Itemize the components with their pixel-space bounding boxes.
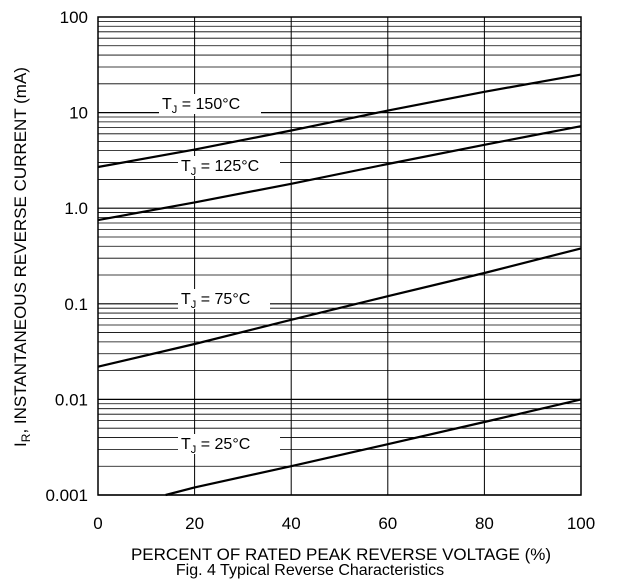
x-tick-label: 100 bbox=[567, 514, 595, 533]
series-label-text: TJ = 125°C bbox=[181, 158, 259, 178]
series-line bbox=[97, 247, 582, 368]
tick-labels: 0 20 40 60 80 100 0.001 0.01 0.1 1.0 10 100 bbox=[45, 8, 595, 533]
series-label-bg bbox=[178, 156, 280, 176]
series-line bbox=[97, 73, 582, 169]
series-lines bbox=[97, 73, 582, 497]
series-labels: TJ = 150°C TJ = 125°C TJ = 75°C TJ = 25°C bbox=[159, 94, 280, 456]
y-tick-label: 0.1 bbox=[64, 295, 88, 314]
series-label: TJ = 150°C bbox=[159, 94, 261, 116]
y-tick-label: 1.0 bbox=[64, 199, 88, 218]
series-label-bg bbox=[178, 289, 270, 309]
series-label-text: TJ = 75°C bbox=[181, 291, 250, 311]
y-axis-label-sub: R bbox=[19, 433, 33, 442]
grid bbox=[97, 16, 582, 496]
series-line bbox=[97, 125, 582, 222]
x-tick-label: 80 bbox=[475, 514, 494, 533]
series-label-bg bbox=[159, 94, 261, 114]
series-line bbox=[165, 398, 582, 497]
x-tick-label: 60 bbox=[378, 514, 397, 533]
x-axis-label: PERCENT OF RATED PEAK REVERSE VOLTAGE (%… bbox=[131, 545, 551, 564]
y-tick-label: 0.001 bbox=[45, 486, 88, 505]
series-label: TJ = 75°C bbox=[178, 289, 270, 311]
y-axis-label-rest: , INSTANTANEOUS REVERSE CURRENT (mA) bbox=[11, 67, 30, 433]
y-axis-label-main: I bbox=[11, 442, 30, 447]
y-axis-label: IR, INSTANTANEOUS REVERSE CURRENT (mA) bbox=[11, 67, 33, 447]
x-tick-label: 0 bbox=[93, 514, 102, 533]
x-tick-label: 40 bbox=[282, 514, 301, 533]
y-tick-label: 10 bbox=[69, 104, 88, 123]
y-tick-label: 0.01 bbox=[55, 390, 88, 409]
series-label-text: TJ = 150°C bbox=[162, 96, 240, 116]
series-label-bg bbox=[178, 434, 280, 454]
figure-caption: Fig. 4 Typical Reverse Characteristics bbox=[175, 562, 445, 579]
series-label: TJ = 125°C bbox=[178, 156, 280, 178]
series-label-text: TJ = 25°C bbox=[181, 436, 250, 456]
plot-border bbox=[97, 16, 582, 496]
x-tick-label: 20 bbox=[185, 514, 204, 533]
series-label: TJ = 25°C bbox=[178, 434, 280, 456]
y-tick-label: 100 bbox=[60, 8, 88, 27]
